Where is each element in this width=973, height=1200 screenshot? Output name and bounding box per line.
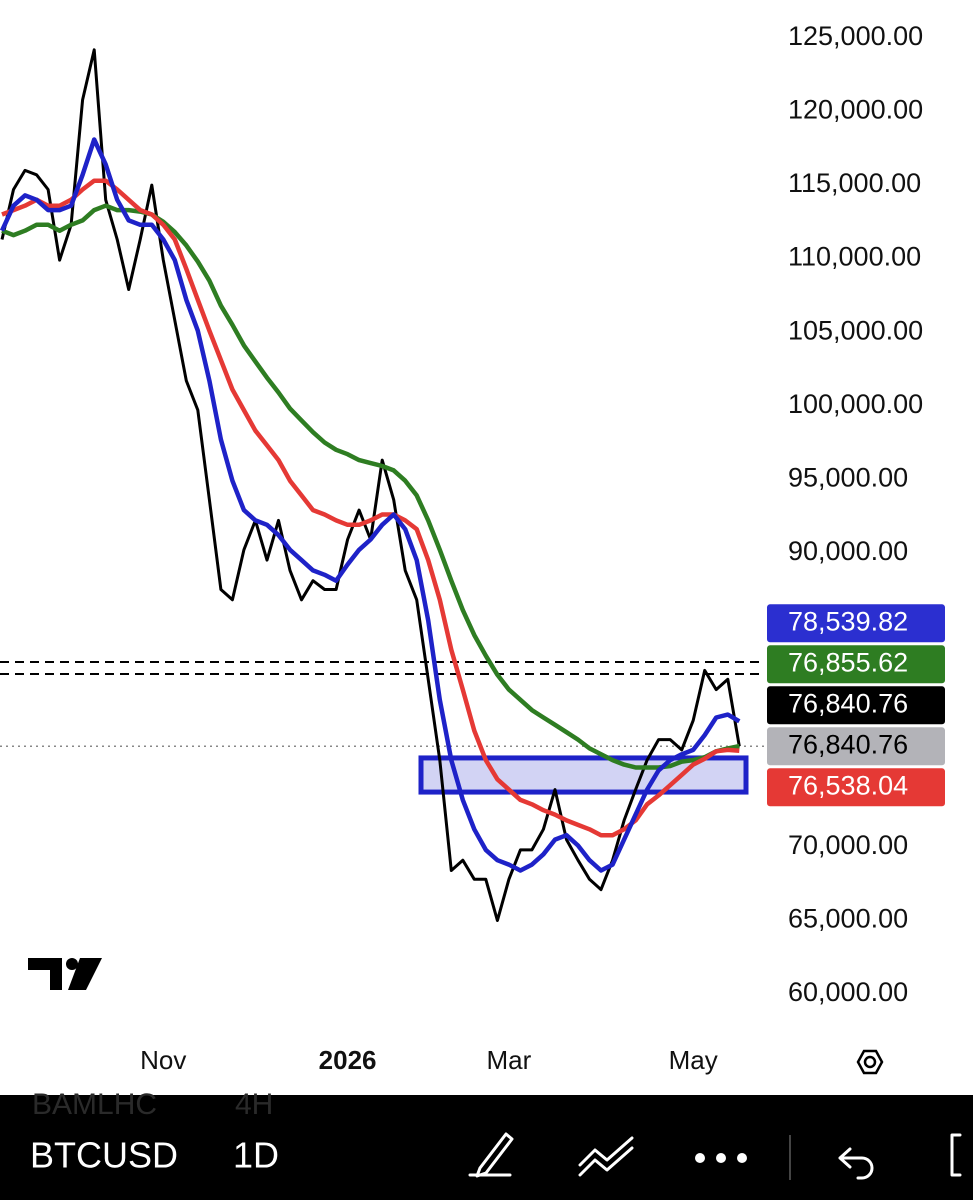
y-tick-label: 100,000.00 — [788, 389, 923, 419]
ghost-interval: 4H — [235, 1088, 273, 1121]
undo-button[interactable] — [838, 1147, 874, 1180]
settings-icon[interactable] — [856, 1049, 884, 1075]
settings-icon — [863, 1055, 877, 1069]
logo-part — [66, 958, 78, 970]
y-tick-label: 105,000.00 — [788, 315, 923, 345]
x-tick-label: Nov — [140, 1045, 186, 1075]
more-button[interactable] — [695, 1153, 747, 1163]
dot — [737, 1153, 747, 1163]
y-tick-label: 60,000.00 — [788, 977, 908, 1007]
ghost-symbol: BAMLHC — [32, 1088, 157, 1121]
y-tick-label: 115,000.00 — [788, 168, 921, 198]
moving-average — [1, 178, 740, 838]
draw-button[interactable] — [468, 1132, 514, 1178]
x-tick-label: 2026 — [319, 1045, 377, 1075]
settings-button[interactable] — [856, 1049, 884, 1075]
price-tag-label: 78,539.82 — [788, 606, 908, 636]
chart: 60,000.00 65,000.00 70,000.00 90,000.00 95,0… — [0, 21, 945, 1075]
logo-part — [68, 958, 102, 990]
price-tag-label: 76,538.04 — [788, 770, 908, 800]
y-tick-label: 65,000.00 — [788, 904, 908, 934]
price-tag — [767, 727, 945, 766]
price-tag — [767, 686, 945, 725]
indicators-button[interactable] — [578, 1136, 634, 1177]
tv-logo — [28, 958, 102, 990]
y-tick-label: 90,000.00 — [788, 536, 908, 566]
price-tag — [767, 645, 945, 684]
y-tick-label: 110,000.00 — [788, 242, 921, 272]
dot — [695, 1153, 705, 1163]
symbol[interactable]: BTCUSD — [30, 1135, 178, 1176]
toolbar — [0, 1095, 973, 1200]
x-tick-label: May — [669, 1045, 718, 1075]
y-tick-label: 95,000.00 — [788, 462, 908, 492]
price-tag-label: 76,855.62 — [788, 647, 908, 677]
price-tag — [767, 768, 945, 807]
y-tick-label: 70,000.00 — [788, 830, 908, 860]
dot — [716, 1153, 726, 1163]
price-tag-label: 76,840.76 — [788, 729, 908, 759]
x-tick-label: Mar — [486, 1045, 531, 1075]
fullscreen-button[interactable] — [950, 1133, 962, 1177]
y-tick-label: 125,000.00 — [788, 21, 923, 51]
y-tick-label: 120,000.00 — [788, 95, 923, 125]
interval[interactable]: 1D — [233, 1135, 279, 1176]
price-tag-label: 76,840.76 — [788, 688, 908, 718]
logo-part — [28, 958, 62, 990]
zone — [418, 755, 749, 795]
price-tag — [767, 604, 945, 643]
moving-average — [0, 137, 741, 873]
